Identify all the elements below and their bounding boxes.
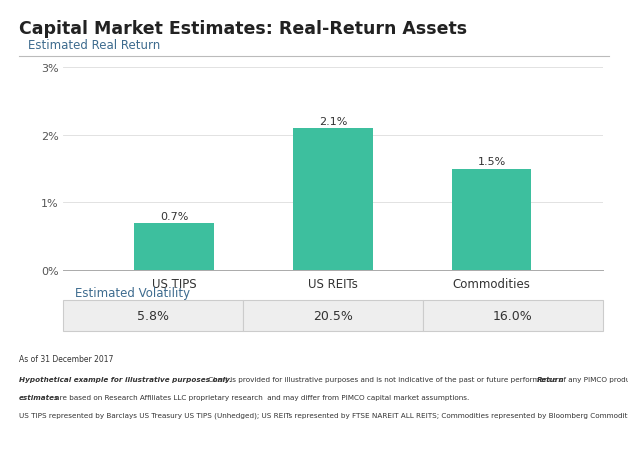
Text: Chart is provided for illustrative purposes and is not indicative of the past or: Chart is provided for illustrative purpo… <box>206 376 628 382</box>
Text: Return: Return <box>537 376 565 382</box>
Text: 0.7%: 0.7% <box>160 211 188 221</box>
Text: Estimated Volatility: Estimated Volatility <box>75 286 190 299</box>
Text: Capital Market Estimates: Real-Return Assets: Capital Market Estimates: Real-Return As… <box>19 20 467 38</box>
Text: estimates: estimates <box>19 394 59 400</box>
Text: As of 31 December 2017: As of 31 December 2017 <box>19 354 113 363</box>
Bar <box>134 223 214 271</box>
Bar <box>293 129 372 271</box>
Bar <box>452 169 531 271</box>
Text: are based on Research Affiliates LLC proprietary research  and may differ from P: are based on Research Affiliates LLC pro… <box>53 394 470 400</box>
Text: 16.0%: 16.0% <box>493 309 533 322</box>
Text: 5.8%: 5.8% <box>137 309 169 322</box>
Text: Hypothetical example for illustrative purposes only.: Hypothetical example for illustrative pu… <box>19 376 232 382</box>
Text: 2.1%: 2.1% <box>318 116 347 126</box>
Text: Estimated Real Return: Estimated Real Return <box>28 38 160 51</box>
Text: 1.5%: 1.5% <box>477 157 506 167</box>
Text: 20.5%: 20.5% <box>313 309 353 322</box>
Text: US TIPS represented by Barclays US Treasury US TIPS (Unhedged); US REITs represe: US TIPS represented by Barclays US Treas… <box>19 412 628 418</box>
